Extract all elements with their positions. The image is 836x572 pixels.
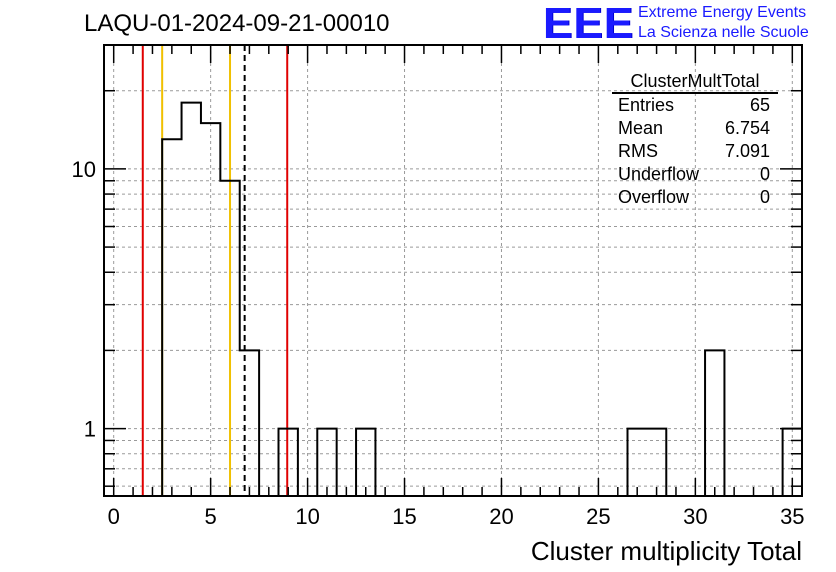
plot-frame — [103, 44, 803, 497]
stats-row-mean: Mean 6.754 — [612, 117, 778, 140]
stats-row-entries: Entries 65 — [612, 94, 778, 117]
x-tick-label: 30 — [683, 504, 707, 529]
x-tick-label: 25 — [586, 504, 610, 529]
tick-labels: 0 5 10 15 20 25 30 35 1 10 — [72, 157, 805, 529]
stats-row-rms: RMS 7.091 — [612, 140, 778, 163]
stats-value: 0 — [759, 164, 770, 184]
stats-value: 7.091 — [724, 141, 770, 161]
logo-line-1: Extreme Energy Events — [638, 4, 807, 21]
stats-value: 6.754 — [724, 118, 770, 138]
chart-title: LAQU-01-2024-09-21-00010 — [84, 10, 390, 37]
x-axis-label: Cluster multiplicity Total — [530, 536, 802, 566]
eee-logo: EEE — [543, 0, 635, 48]
stats-row-overflow: Overflow 0 — [612, 186, 778, 209]
y-tick-label: 10 — [72, 157, 96, 182]
axis-ticks — [104, 44, 802, 496]
x-tick-label: 20 — [489, 504, 513, 529]
stats-label: Entries — [618, 95, 675, 115]
x-tick-label: 5 — [205, 504, 217, 529]
x-tick-label: 35 — [780, 504, 804, 529]
histogram-outline — [161, 101, 803, 496]
logo-line-2: La Scienza nelle Scuole — [638, 24, 809, 41]
x-tick-label: 10 — [295, 504, 319, 529]
stats-label: Mean — [618, 118, 664, 138]
stats-box: ClusterMultTotal Entries 65 Mean 6.754 R… — [612, 70, 778, 209]
stats-label: RMS — [618, 141, 658, 161]
stats-value: 65 — [749, 95, 770, 115]
x-tick-label: 0 — [108, 504, 120, 529]
stats-row-underflow: Underflow 0 — [612, 163, 778, 186]
x-tick-label: 15 — [392, 504, 416, 529]
stats-label: Overflow — [618, 187, 690, 207]
stats-label: Underflow — [618, 164, 700, 184]
stats-value: 0 — [759, 187, 770, 207]
y-tick-label: 1 — [84, 417, 96, 442]
stats-title: ClusterMultTotal — [612, 70, 778, 94]
